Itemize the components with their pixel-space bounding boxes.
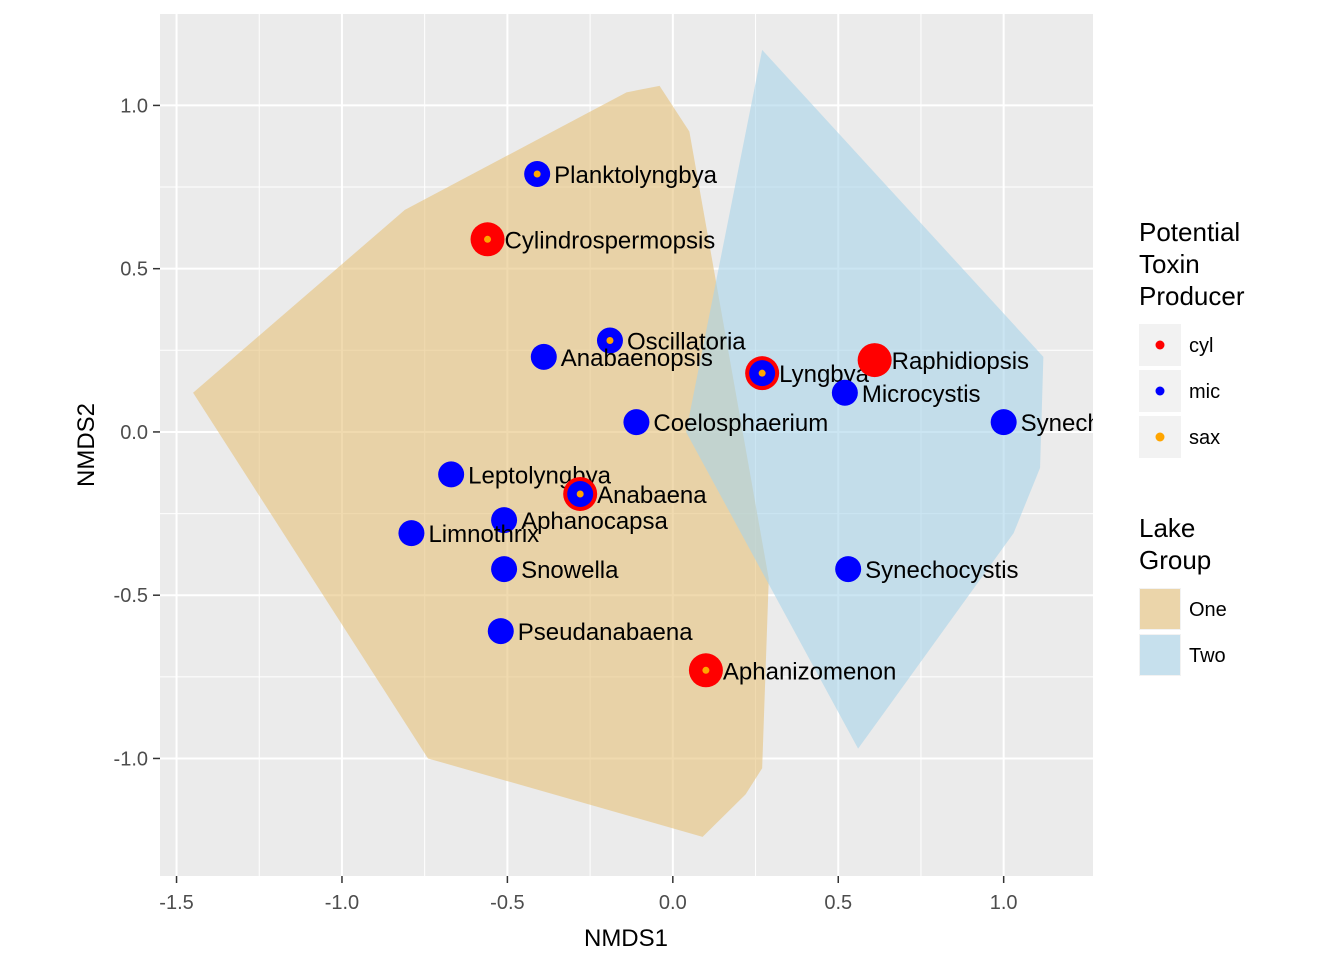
y-axis-title: NMDS2 bbox=[73, 403, 100, 487]
legend-item-mic: mic bbox=[1139, 370, 1220, 412]
point-limnothrix: Limnothrix bbox=[398, 520, 539, 548]
point-label: Microcystis bbox=[862, 381, 981, 408]
hull-one bbox=[193, 85, 769, 837]
y-tick-label: -1.0 bbox=[114, 748, 148, 770]
marker-sax bbox=[533, 170, 541, 178]
x-tick-label: 0.5 bbox=[824, 892, 852, 914]
marker-mic bbox=[835, 556, 862, 583]
x-axis-title: NMDS1 bbox=[584, 925, 668, 952]
legend-item-one: One bbox=[1139, 588, 1227, 630]
legend-item-label: One bbox=[1189, 599, 1227, 621]
point-anabaena: Anabaena bbox=[563, 476, 707, 511]
point-label: Cylindrospermopsis bbox=[505, 227, 716, 254]
legend-title: Group bbox=[1139, 545, 1211, 575]
point-raphidiopsis: Raphidiopsis bbox=[857, 343, 1029, 378]
point-label: Planktolyngbya bbox=[554, 162, 717, 189]
point-label: Anabaenopsis bbox=[561, 345, 713, 372]
legend-key-dot bbox=[1155, 432, 1165, 442]
y-tick-label: 1.0 bbox=[120, 95, 148, 117]
point-planktolyngbya: Planktolyngbya bbox=[524, 160, 718, 189]
point-aphanocapsa: Aphanocapsa bbox=[491, 507, 669, 535]
point-label: Coelosphaerium bbox=[653, 410, 828, 437]
point-snowella: Snowella bbox=[491, 556, 619, 584]
point-label: Aphanocapsa bbox=[521, 508, 668, 535]
legend-item-two: Two bbox=[1139, 634, 1226, 676]
marker-sax bbox=[484, 235, 492, 243]
marker-sax bbox=[576, 490, 584, 498]
x-axis: -1.5 -1.0 -0.5 0.0 0.5 1.0 bbox=[159, 876, 1018, 914]
x-tick-label: 1.0 bbox=[990, 892, 1018, 914]
marker-cyl bbox=[857, 343, 892, 378]
point-synechococcus: Synechococcus bbox=[990, 409, 1189, 437]
point-synechocystis: Synechocystis bbox=[835, 556, 1019, 584]
x-tick-label: -0.5 bbox=[490, 892, 524, 914]
point-label: Anabaena bbox=[597, 482, 707, 509]
marker-mic bbox=[623, 409, 650, 436]
point-cylindrospermopsis: Cylindrospermopsis bbox=[470, 222, 716, 257]
legend-key-fill bbox=[1140, 635, 1180, 675]
point-lyngbya: Lyngbya bbox=[745, 356, 870, 391]
legend-title: Toxin bbox=[1139, 249, 1200, 279]
marker-mic bbox=[491, 507, 518, 534]
x-tick-label: -1.0 bbox=[325, 892, 359, 914]
point-coelosphaerium: Coelosphaerium bbox=[623, 409, 828, 437]
point-label: Snowella bbox=[521, 557, 619, 584]
point-label: Limnothrix bbox=[428, 521, 539, 548]
legend-title: Lake bbox=[1139, 513, 1195, 543]
marker-mic bbox=[990, 409, 1017, 436]
legend-item-label: sax bbox=[1189, 427, 1220, 449]
y-tick-label: 0.5 bbox=[120, 259, 148, 281]
point-pseudanabaena: Pseudanabaena bbox=[487, 618, 693, 646]
point-label: Oscillatoria bbox=[627, 329, 746, 356]
point-aphanizomenon: Aphanizomenon bbox=[688, 653, 896, 688]
legend-item-label: cyl bbox=[1189, 335, 1213, 357]
point-label: Synechococcus bbox=[1021, 410, 1189, 437]
point-oscillatoria: Oscillatoria bbox=[596, 327, 746, 356]
x-tick-label: 0.0 bbox=[659, 892, 687, 914]
legend-item-sax: sax bbox=[1139, 416, 1220, 458]
marker-mic bbox=[398, 520, 425, 547]
data-points: Planktolyngbya Cylindrospermopsis Oscillat… bbox=[398, 160, 1189, 688]
marker-mic bbox=[491, 556, 518, 583]
marker-mic bbox=[831, 379, 858, 406]
hull-two bbox=[686, 49, 1044, 749]
point-label: Raphidiopsis bbox=[892, 348, 1029, 375]
x-tick-label: -1.5 bbox=[159, 892, 193, 914]
marker-mic bbox=[438, 461, 465, 488]
marker-sax bbox=[758, 369, 766, 377]
marker-mic bbox=[530, 343, 557, 370]
legend-item-label: mic bbox=[1189, 381, 1220, 403]
point-label: Pseudanabaena bbox=[518, 619, 693, 646]
marker-mic bbox=[487, 618, 514, 645]
lake-group-hulls bbox=[193, 49, 1044, 837]
legend-item-cyl: cyl bbox=[1139, 324, 1213, 366]
y-axis: -1.0 -0.5 0.0 0.5 1.0 bbox=[114, 95, 160, 770]
legend-title: Potential bbox=[1139, 217, 1240, 247]
marker-sax bbox=[606, 337, 614, 345]
point-label: Lyngbya bbox=[779, 361, 870, 388]
legend-item-label: Two bbox=[1189, 645, 1226, 667]
point-label: Synechocystis bbox=[865, 557, 1018, 584]
point-anabaenopsis: Anabaenopsis bbox=[530, 343, 713, 372]
legend-title: Producer bbox=[1139, 281, 1245, 311]
point-microcystis: Microcystis bbox=[831, 379, 981, 408]
legend-key-fill bbox=[1140, 589, 1180, 629]
legend-key-dot bbox=[1155, 386, 1165, 396]
marker-sax bbox=[702, 666, 710, 674]
y-tick-label: -0.5 bbox=[114, 585, 148, 607]
y-tick-label: 0.0 bbox=[120, 422, 148, 444]
point-label: Aphanizomenon bbox=[723, 658, 896, 685]
legend-key-dot bbox=[1155, 340, 1165, 350]
